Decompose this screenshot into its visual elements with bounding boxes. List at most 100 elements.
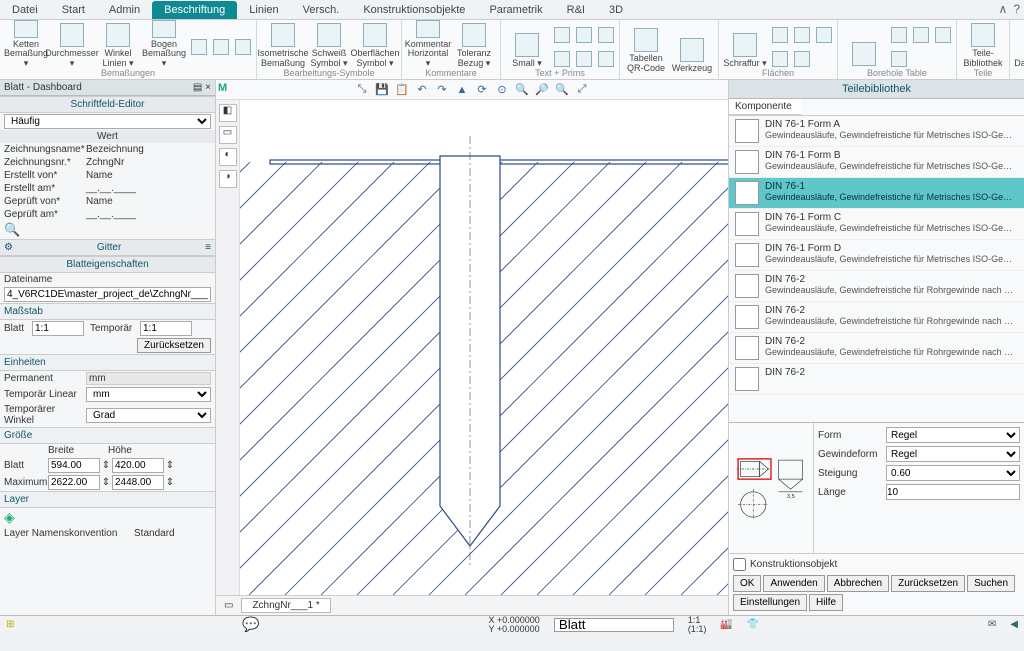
- tab-datei[interactable]: Datei: [0, 1, 50, 19]
- tab-r&i[interactable]: R&I: [555, 1, 597, 19]
- ribbon-small-btn[interactable]: [595, 21, 617, 43]
- chat-icon[interactable]: 💬: [242, 616, 259, 633]
- einstellungen-button[interactable]: Einstellungen: [733, 594, 807, 611]
- field-value[interactable]: Name: [86, 170, 211, 181]
- ribbon-small-btn[interactable]: [595, 45, 617, 67]
- laenge-input[interactable]: [886, 484, 1020, 500]
- canvas-tool-icon[interactable]: ⤢: [573, 82, 591, 98]
- max-height-input[interactable]: [112, 475, 164, 490]
- mail-icon[interactable]: ✉: [988, 619, 996, 630]
- ok-button[interactable]: OK: [733, 575, 761, 592]
- component-item[interactable]: DIN 76-2: [729, 364, 1024, 395]
- ribbon-small-btn[interactable]: [573, 45, 595, 67]
- ribbon-btn[interactable]: Ketten Bemaßung ▾: [4, 20, 48, 68]
- ribbon-small-btn[interactable]: [791, 45, 813, 67]
- chevron-up-icon[interactable]: ∧: [999, 2, 1008, 16]
- tool-icon-1[interactable]: 🏭: [720, 619, 732, 630]
- ribbon-small-btn[interactable]: [573, 21, 595, 43]
- zurücksetzen-button[interactable]: Zurücksetzen: [891, 575, 965, 592]
- tab-versch.[interactable]: Versch.: [291, 1, 352, 19]
- ribbon-small-btn[interactable]: [910, 21, 932, 43]
- component-item[interactable]: DIN 76-2Gewindeausläufe, Gewindefreistic…: [729, 302, 1024, 333]
- ribbon-small-btn[interactable]: [932, 21, 954, 43]
- ribbon-small-btn[interactable]: [791, 21, 813, 43]
- ribbon-small-btn[interactable]: [769, 45, 791, 67]
- ribbon-small-btn[interactable]: [188, 33, 210, 55]
- canvas-tool-icon[interactable]: ⊙: [493, 82, 511, 98]
- layer-icon[interactable]: ◈: [4, 509, 15, 526]
- ribbon-small-btn[interactable]: [888, 45, 910, 67]
- tool-icon-2[interactable]: 👕: [747, 619, 759, 630]
- field-value[interactable]: __.__.____: [86, 209, 211, 220]
- field-value[interactable]: ZchngNr: [86, 157, 211, 168]
- komponente-tab[interactable]: Komponente: [729, 99, 801, 115]
- component-item[interactable]: DIN 76-2Gewindeausläufe, Gewindefreistic…: [729, 333, 1024, 364]
- collapse-icon[interactable]: ◀: [1010, 619, 1018, 630]
- blatt-props-header[interactable]: Blatteigenschaften: [0, 256, 215, 273]
- konstruktionsobjekt-checkbox[interactable]: [733, 558, 746, 571]
- gewindeform-select[interactable]: Regel: [886, 446, 1020, 462]
- field-value[interactable]: Name: [86, 196, 211, 207]
- canvas-tool-icon[interactable]: ▲: [453, 82, 471, 98]
- ribbon-btn[interactable]: Tabellen QR-Code: [624, 25, 668, 73]
- component-item[interactable]: DIN 76-1 Form AGewindeausläufe, Gewindef…: [729, 116, 1024, 147]
- gitter-header[interactable]: Gitter: [19, 242, 199, 253]
- ribbon-btn[interactable]: Bogen Bemaßung ▾: [142, 20, 186, 68]
- ribbon-small-btn[interactable]: [888, 21, 910, 43]
- canvas-tool-icon[interactable]: 🔍: [553, 82, 571, 98]
- ribbon-small-btn[interactable]: [551, 21, 573, 43]
- blatt-status-input[interactable]: [554, 618, 674, 632]
- temp-linear-select[interactable]: mm: [86, 387, 211, 402]
- blatt-scale-input[interactable]: [32, 321, 84, 336]
- field-value[interactable]: __.__.____: [86, 183, 211, 194]
- canvas-tool-icon[interactable]: 🔍: [513, 82, 531, 98]
- temp-scale-input[interactable]: [140, 321, 192, 336]
- frequency-select[interactable]: Häufig: [4, 114, 211, 129]
- ribbon-btn[interactable]: Datenbank: [1014, 20, 1024, 68]
- form-select[interactable]: Regel: [886, 427, 1020, 443]
- component-list[interactable]: DIN 76-1 Form AGewindeausläufe, Gewindef…: [729, 116, 1024, 422]
- vtool-icon[interactable]: ◧: [219, 104, 237, 122]
- ribbon-btn[interactable]: [842, 20, 886, 68]
- tab-parametrik[interactable]: Parametrik: [477, 1, 554, 19]
- ribbon-btn[interactable]: Isometrische Bemaßung: [261, 20, 305, 68]
- tab-start[interactable]: Start: [50, 1, 97, 19]
- ribbon-btn[interactable]: Small ▾: [505, 20, 549, 68]
- gear-icon[interactable]: ⚙: [4, 242, 13, 253]
- canvas[interactable]: ◧▭◐◑: [216, 100, 728, 595]
- canvas-tool-icon[interactable]: ⟳: [473, 82, 491, 98]
- ribbon-small-btn[interactable]: [210, 33, 232, 55]
- ribbon-small-btn[interactable]: [813, 21, 835, 43]
- sheet-icon[interactable]: ▭: [224, 600, 233, 611]
- vtool-icon[interactable]: ◑: [219, 170, 237, 188]
- temp-winkel-select[interactable]: Grad: [86, 408, 211, 423]
- canvas-tool-icon[interactable]: ⤡: [353, 82, 371, 98]
- ribbon-btn[interactable]: Schweiß Symbol ▾: [307, 20, 351, 68]
- tab-beschriftung[interactable]: Beschriftung: [152, 1, 237, 19]
- ribbon-small-btn[interactable]: [551, 45, 573, 67]
- component-item[interactable]: DIN 76-1 Form CGewindeausläufe, Gewindef…: [729, 209, 1024, 240]
- max-width-input[interactable]: [48, 475, 100, 490]
- steigung-select[interactable]: 0.60: [886, 465, 1020, 481]
- component-item[interactable]: DIN 76-2Gewindeausläufe, Gewindefreistic…: [729, 271, 1024, 302]
- canvas-tool-icon[interactable]: 🔎: [533, 82, 551, 98]
- blatt-height-input[interactable]: [112, 458, 164, 473]
- ribbon-btn[interactable]: Toleranz Bezug ▾: [452, 20, 496, 68]
- field-value[interactable]: Bezeichnung: [86, 144, 211, 155]
- sheet-tab[interactable]: ZchngNr___1 *: [241, 598, 330, 613]
- tab-3d[interactable]: 3D: [597, 1, 635, 19]
- schriftfeld-editor-header[interactable]: Schriftfeld-Editor: [0, 96, 215, 113]
- search-icon[interactable]: 🔍: [4, 222, 20, 238]
- canvas-tool-icon[interactable]: ↶: [413, 82, 431, 98]
- anwenden-button[interactable]: Anwenden: [763, 575, 824, 592]
- tab-linien[interactable]: Linien: [237, 1, 290, 19]
- ribbon-small-btn[interactable]: [769, 21, 791, 43]
- ribbon-btn[interactable]: Teile-Bibliothek: [961, 20, 1005, 68]
- canvas-tool-icon[interactable]: ↷: [433, 82, 451, 98]
- ribbon-btn[interactable]: Winkel Linien ▾: [96, 20, 140, 68]
- hilfe-button[interactable]: Hilfe: [809, 594, 843, 611]
- vtool-icon[interactable]: ▭: [219, 126, 237, 144]
- suchen-button[interactable]: Suchen: [967, 575, 1015, 592]
- dateiname-input[interactable]: [4, 287, 211, 302]
- ribbon-btn[interactable]: Werkzeug: [670, 25, 714, 73]
